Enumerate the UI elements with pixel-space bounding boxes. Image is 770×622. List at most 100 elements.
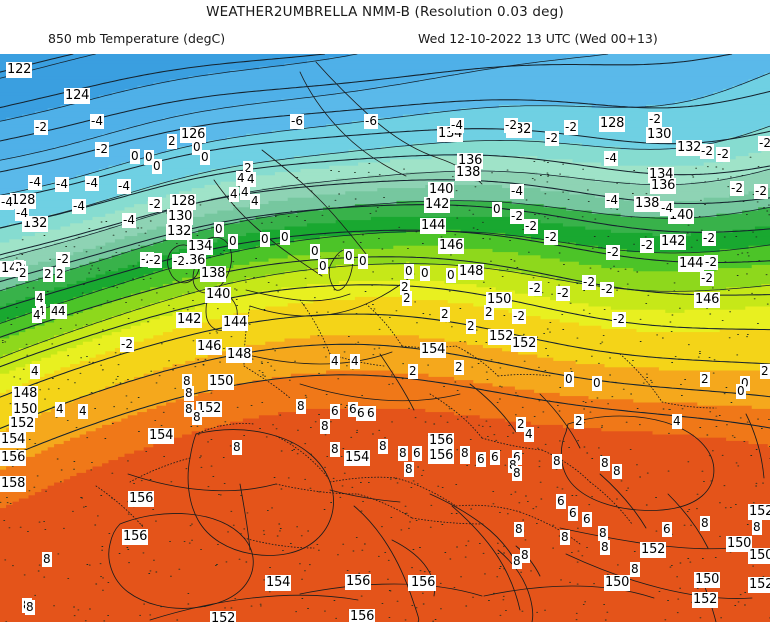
temperature-label-56: 4 xyxy=(229,187,239,202)
thickness-label-17: 150 xyxy=(208,374,235,390)
thickness-label-48: 138 xyxy=(634,196,661,212)
temperature-label-33: -2 xyxy=(702,231,716,246)
temperature-label-54: 4 xyxy=(236,171,246,186)
temperature-label-142: 8 xyxy=(25,600,35,615)
temperature-label-121: 8 xyxy=(330,442,340,457)
temperature-label-45: -2 xyxy=(512,309,526,324)
temperature-label-48: 0 xyxy=(152,159,162,174)
temperature-label-116: 8 xyxy=(184,402,194,417)
thickness-label-21: 150 xyxy=(12,402,39,418)
temperature-label-21: -4 xyxy=(605,193,619,208)
temperature-label-9: -2 xyxy=(545,131,559,146)
thickness-label-18: 152 xyxy=(196,401,223,417)
thickness-label-40: 156 xyxy=(428,433,455,449)
temperature-label-40: -2 xyxy=(600,282,614,297)
temperature-label-65: 4 xyxy=(57,304,67,319)
temperature-label-94: 2 xyxy=(700,372,710,387)
temperature-label-103: 6 xyxy=(348,402,358,417)
temperature-label-127: 8 xyxy=(512,466,522,481)
temperature-label-19: -4 xyxy=(122,213,136,228)
thickness-label-2: 128 xyxy=(10,193,37,209)
temperature-label-2: -2 xyxy=(95,142,109,157)
temperature-label-46: -2 xyxy=(612,312,626,327)
temperature-label-10: -2 xyxy=(700,144,714,159)
temperature-label-132: 8 xyxy=(598,526,608,541)
temperature-label-113: 6 xyxy=(582,512,592,527)
temperature-label-8: -2 xyxy=(564,120,578,135)
temperature-label-29: -2 xyxy=(716,147,730,162)
thickness-label-41: 156 xyxy=(428,448,455,464)
temperature-label-62: 4 xyxy=(35,291,45,306)
thickness-label-59: 150 xyxy=(604,575,631,591)
temperature-label-133: 8 xyxy=(512,554,522,569)
temperature-label-66: 4 xyxy=(32,308,42,323)
temperature-label-98: 2 xyxy=(516,417,526,432)
temperature-label-4: -6 xyxy=(364,114,378,129)
thickness-label-10: 138 xyxy=(200,266,227,282)
temperature-label-68: 4 xyxy=(55,402,65,417)
temperature-label-38: -2 xyxy=(704,255,718,270)
temperature-label-50: 0 xyxy=(200,150,210,165)
temperature-label-130: 8 xyxy=(612,464,622,479)
temperature-label-101: 4 xyxy=(672,414,682,429)
temperature-label-129: 8 xyxy=(600,456,610,471)
chart-title: WEATHER2UMBRELLA NMM-B (Resolution 0.03 … xyxy=(206,4,564,20)
temperature-label-30: -2 xyxy=(730,181,744,196)
temperature-label-117: 8 xyxy=(192,410,202,425)
thickness-label-3: 126 xyxy=(180,127,207,143)
thickness-label-1: 124 xyxy=(64,88,91,104)
temperature-label-124: 8 xyxy=(404,462,414,477)
thickness-label-27: 156 xyxy=(122,529,149,545)
thickness-label-52: 146 xyxy=(694,292,721,308)
temperature-label-134: 8 xyxy=(520,548,530,563)
temperature-label-61: 2 xyxy=(18,266,28,281)
temperature-label-51: 2 xyxy=(167,134,177,149)
thickness-label-12: 140 xyxy=(205,287,232,303)
thickness-label-72: 156 xyxy=(345,574,372,590)
thickness-label-15: 146 xyxy=(196,339,223,355)
thickness-label-43: 130 xyxy=(646,127,673,143)
temperature-label-92: 0 xyxy=(564,372,574,387)
temperature-label-96: 2 xyxy=(760,364,770,379)
thickness-label-45: 132 xyxy=(676,140,703,156)
thickness-label-25: 158 xyxy=(0,476,27,492)
temperature-label-114: 8 xyxy=(182,374,192,389)
temperature-label-36: -2 xyxy=(606,245,620,260)
thickness-label-60: 152 xyxy=(692,592,719,608)
thickness-label-61: 152 xyxy=(748,577,770,593)
temperature-label-85: 2 xyxy=(440,307,450,322)
thickness-label-58: 150 xyxy=(694,572,721,588)
temperature-label-82: 2 xyxy=(400,280,410,295)
temperature-label-35: -2 xyxy=(544,230,558,245)
thickness-label-23: 154 xyxy=(0,432,27,448)
temperature-label-93: 0 xyxy=(592,376,602,391)
temperature-label-83: 2 xyxy=(402,291,412,306)
temperature-label-71: 0 xyxy=(214,222,224,237)
thickness-label-36: 150 xyxy=(486,292,513,308)
temperature-label-102: 6 xyxy=(330,404,340,419)
temperature-label-6: -2 xyxy=(504,118,518,133)
temperature-label-20: -4 xyxy=(604,151,618,166)
thickness-label-39: 154 xyxy=(344,450,371,466)
temperature-label-59: 2 xyxy=(55,267,65,282)
temperature-map[interactable]: 1221241281261281301321321341361381401401… xyxy=(0,54,770,622)
temperature-label-105: 6 xyxy=(366,406,376,421)
temperature-label-52: 2 xyxy=(243,161,253,176)
thickness-label-7: 132 xyxy=(166,224,193,240)
temperature-label-53: 4 xyxy=(246,172,256,187)
temperature-label-131: 8 xyxy=(560,530,570,545)
temperature-label-100: 4 xyxy=(524,427,534,442)
temperature-label-11: -2 xyxy=(758,136,770,151)
thickness-label-53: 152 xyxy=(511,336,538,352)
temperature-label-32: -2 xyxy=(510,209,524,224)
temperature-label-90: 2 xyxy=(408,364,418,379)
temperature-label-67: 4 xyxy=(30,364,40,379)
temperature-label-126: 8 xyxy=(508,458,518,473)
temperature-label-44: -2 xyxy=(120,337,134,352)
temperature-label-115: 8 xyxy=(184,386,194,401)
temperature-label-14: -4 xyxy=(85,176,99,191)
thickness-label-65: 152 xyxy=(210,611,237,622)
temperature-label-55: 4 xyxy=(240,185,250,200)
temperature-label-136: 8 xyxy=(700,516,710,531)
